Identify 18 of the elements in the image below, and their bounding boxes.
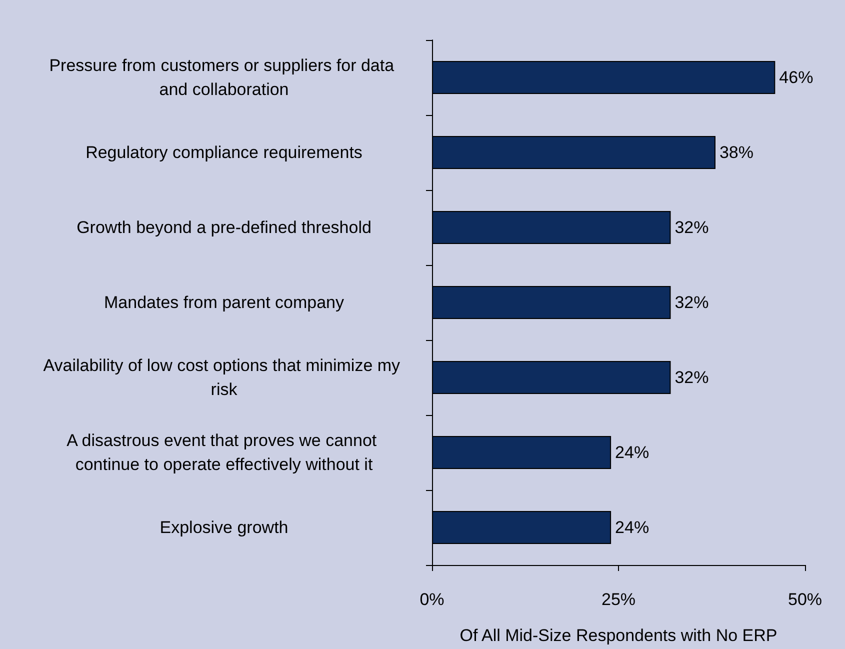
x-tick-label: 50% xyxy=(788,590,822,609)
data-label: 24% xyxy=(615,443,650,462)
y-tick-label: Growth beyond a pre-defined threshold xyxy=(76,218,372,237)
y-tick-label: Mandates from parent company xyxy=(104,293,344,312)
data-label: 46% xyxy=(779,68,814,87)
data-label: 24% xyxy=(615,518,650,537)
data-label: 32% xyxy=(674,368,709,387)
y-tick-label: Pressure from customers or suppliers for data and collaboration xyxy=(49,56,399,99)
data-label: 32% xyxy=(674,293,709,312)
data-label: 38% xyxy=(719,143,754,162)
data-label: 32% xyxy=(674,218,709,237)
x-axis-title: Of All Mid-Size Respondents with No ERP xyxy=(460,626,778,645)
x-tick-label: 0% xyxy=(420,590,444,609)
y-tick-label: Explosive growth xyxy=(160,518,288,537)
x-tick-label: 25% xyxy=(601,590,636,609)
y-tick-label: Availability of low cost options that minimize my risk xyxy=(43,356,405,399)
y-tick-label: Regulatory compliance requirements xyxy=(86,143,362,162)
y-tick-label: A disastrous event that proves we cannot continue to operate effectively without it xyxy=(66,431,382,474)
